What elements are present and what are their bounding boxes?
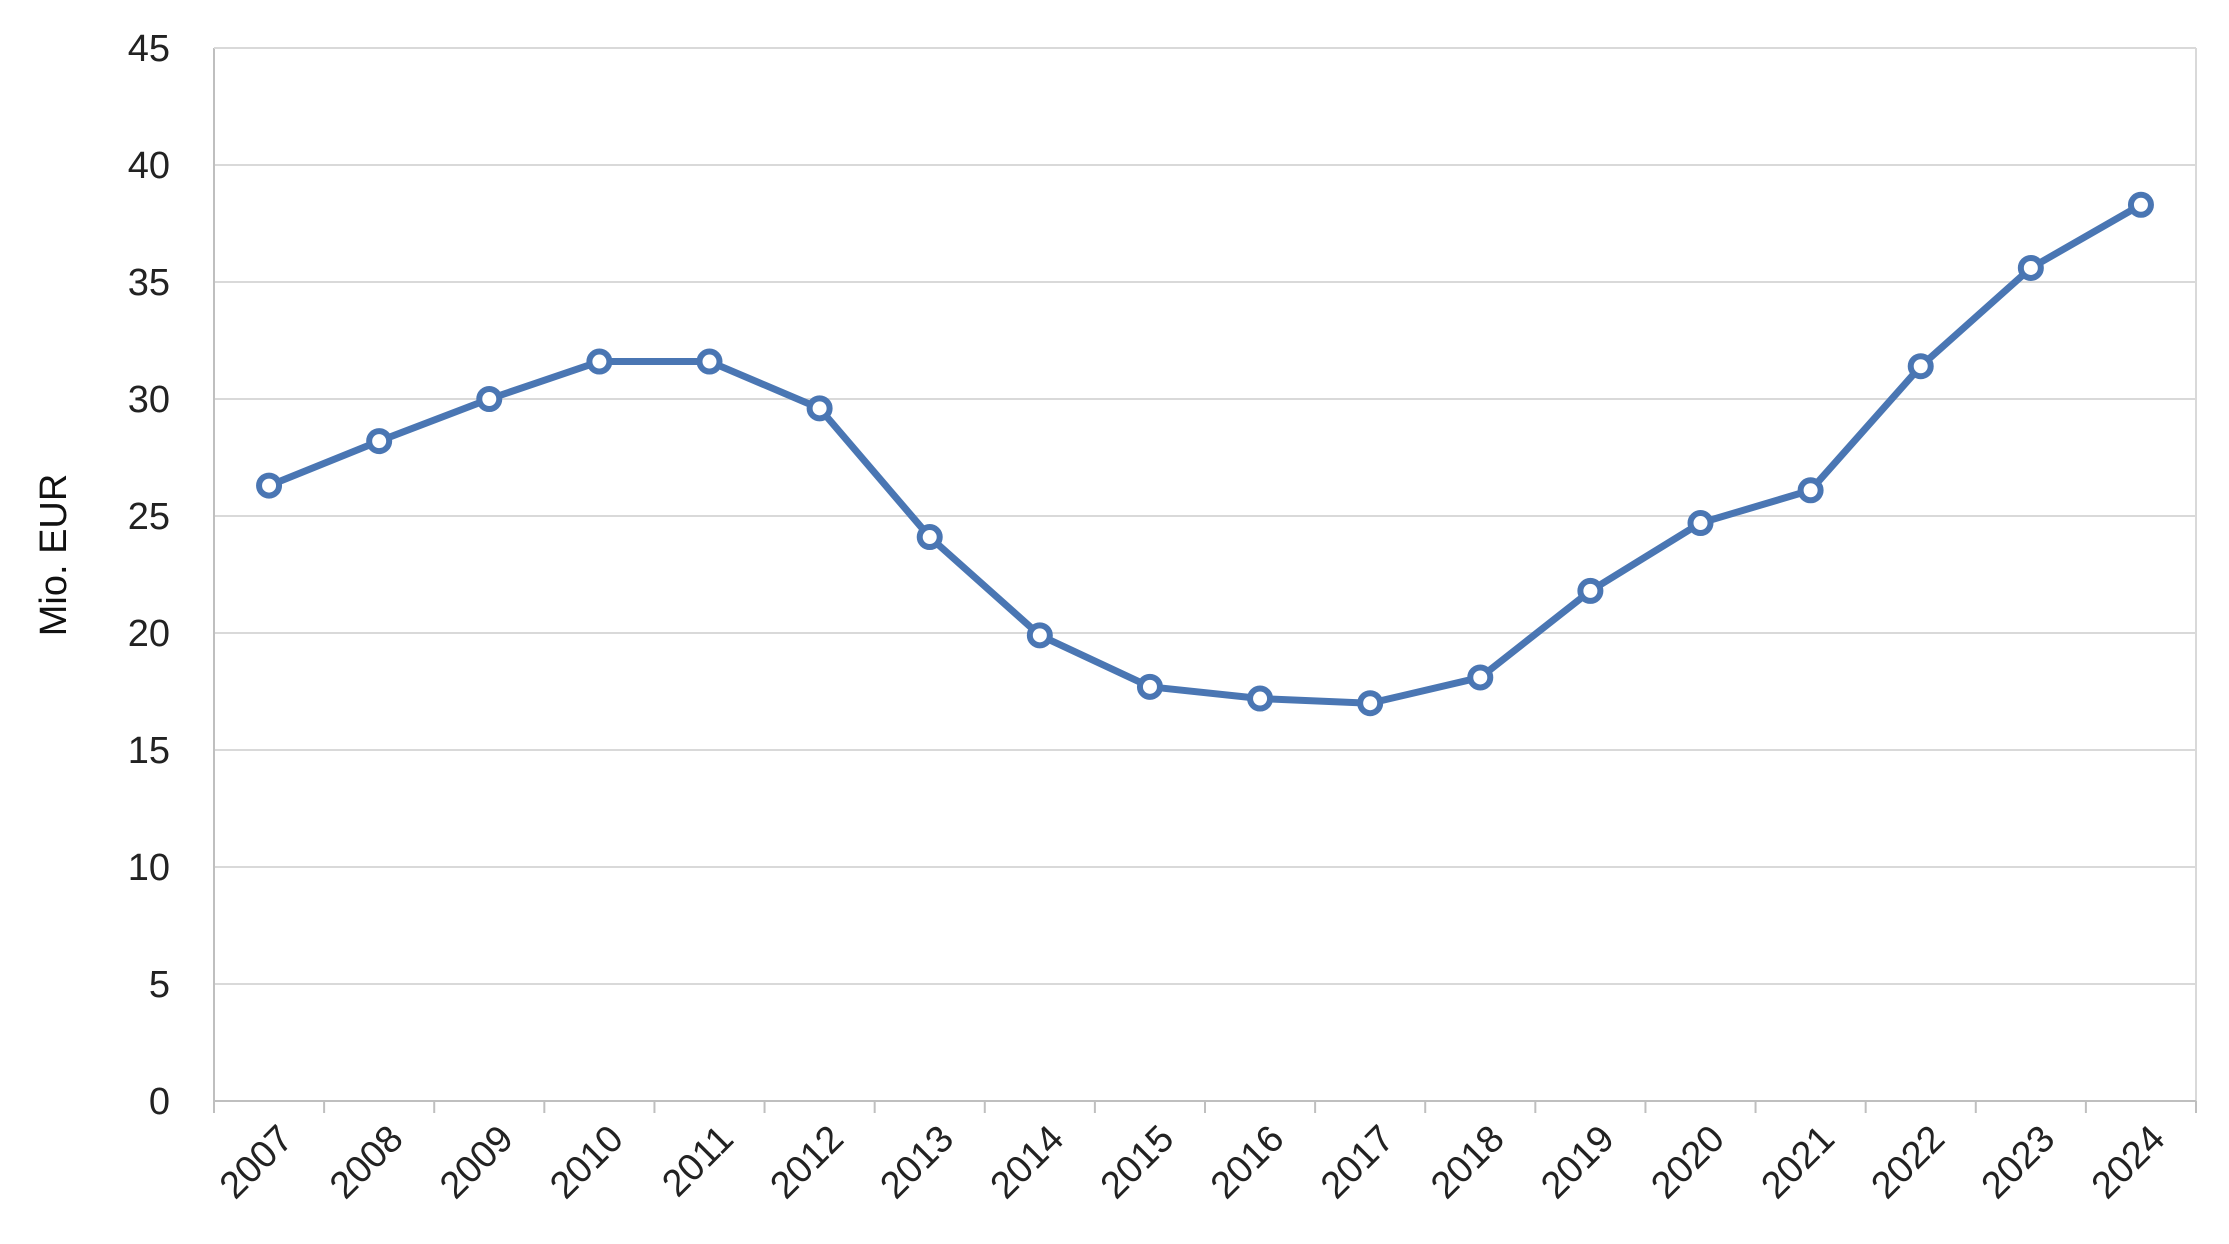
data-point — [1797, 477, 1824, 504]
x-tick-label: 2019 — [1533, 1118, 1622, 1207]
series-line-path — [265, 201, 2145, 707]
y-tick-label: 0 — [149, 1081, 170, 1123]
x-axis-ticks: 2007 2008 2009 2010 2011 2012 2013 2014 2015 2016… — [212, 1118, 2173, 1207]
y-tick-label: 10 — [128, 847, 170, 889]
y-tick-label: 35 — [128, 262, 170, 304]
data-point — [696, 348, 723, 375]
data-point — [806, 395, 833, 422]
y-tick-label: 45 — [128, 28, 170, 70]
y-axis-title: Mio. EUR — [33, 474, 75, 637]
data-point — [2127, 191, 2154, 218]
y-tick-label: 15 — [128, 730, 170, 772]
data-point — [916, 524, 943, 551]
x-tick-label: 2016 — [1203, 1118, 1292, 1207]
x-tick-label: 2010 — [542, 1118, 631, 1207]
x-tick-label: 2017 — [1313, 1118, 1402, 1207]
x-tick-label: 2022 — [1864, 1118, 1953, 1207]
data-point — [1907, 353, 1934, 380]
data-point — [1357, 690, 1384, 717]
y-tick-label: 30 — [128, 379, 170, 421]
data-point — [366, 428, 393, 455]
data-point — [1687, 510, 1714, 537]
x-tick-label: 2015 — [1093, 1118, 1182, 1207]
y-tick-label: 25 — [128, 496, 170, 538]
data-point — [1247, 685, 1274, 712]
x-tick-label: 2013 — [873, 1118, 962, 1207]
y-tick-label: 5 — [149, 964, 170, 1006]
gridlines — [214, 47, 2196, 985]
data-point — [256, 472, 283, 499]
data-point — [2017, 254, 2044, 281]
x-tick-label: 2012 — [762, 1118, 851, 1207]
x-tick-label: 2020 — [1643, 1118, 1732, 1207]
x-tick-label: 2024 — [2084, 1118, 2173, 1207]
x-tick-label: 2008 — [322, 1118, 411, 1207]
x-tick-label: 2007 — [212, 1118, 301, 1207]
y-tick-label: 40 — [128, 145, 170, 187]
data-point — [1467, 664, 1494, 691]
data-points — [256, 191, 2154, 717]
x-tick-label: 2018 — [1423, 1118, 1512, 1207]
x-tick-label: 2014 — [983, 1118, 1072, 1207]
y-axis-ticks: 0 5 10 15 20 25 30 35 40 45 — [128, 28, 170, 1123]
y-tick-label: 20 — [128, 613, 170, 655]
data-point — [1136, 673, 1163, 700]
x-tick-label: 2011 — [654, 1118, 741, 1205]
x-tick-label: 2023 — [1974, 1118, 2063, 1207]
data-point — [1026, 622, 1053, 649]
data-point — [1577, 577, 1604, 604]
series-line — [265, 201, 2145, 707]
axes — [213, 47, 2197, 1113]
data-point — [476, 386, 503, 412]
data-point — [586, 348, 613, 375]
x-tick-label: 2009 — [432, 1118, 521, 1207]
x-tick-label: 2021 — [1753, 1118, 1842, 1207]
